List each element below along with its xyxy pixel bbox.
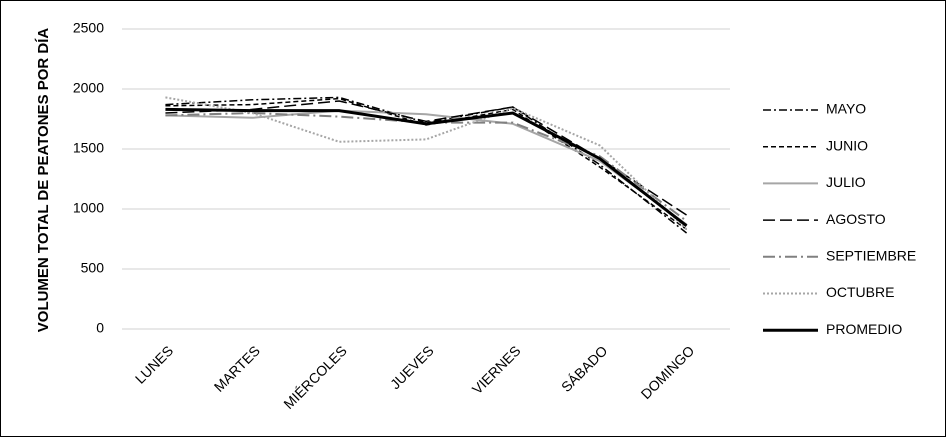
legend-label: OCTUBRE (826, 284, 894, 300)
series-line (165, 96, 688, 231)
legend-label: SEPTIEMBRE (826, 248, 916, 264)
y-tick-label: 0 (96, 320, 104, 336)
y-tick-label: 500 (81, 260, 105, 276)
y-axis-label: VOLUMEN TOTAL DE PEATONES POR DÍA (35, 28, 52, 333)
series-line (165, 111, 688, 222)
legend-label: PROMEDIO (826, 321, 902, 337)
y-tick-label: 2000 (73, 80, 104, 96)
legend-label: JULIO (826, 174, 866, 190)
y-tick-label: 1500 (73, 140, 104, 156)
y-tick-label: 1000 (73, 200, 104, 216)
y-tick-label: 2500 (73, 20, 104, 36)
series-line (165, 96, 688, 234)
legend-label: AGOSTO (826, 211, 886, 227)
series-line (165, 109, 688, 226)
series-line (165, 107, 688, 227)
legend-label: MAYO (826, 101, 866, 117)
legend-label: JUNIO (826, 137, 868, 153)
